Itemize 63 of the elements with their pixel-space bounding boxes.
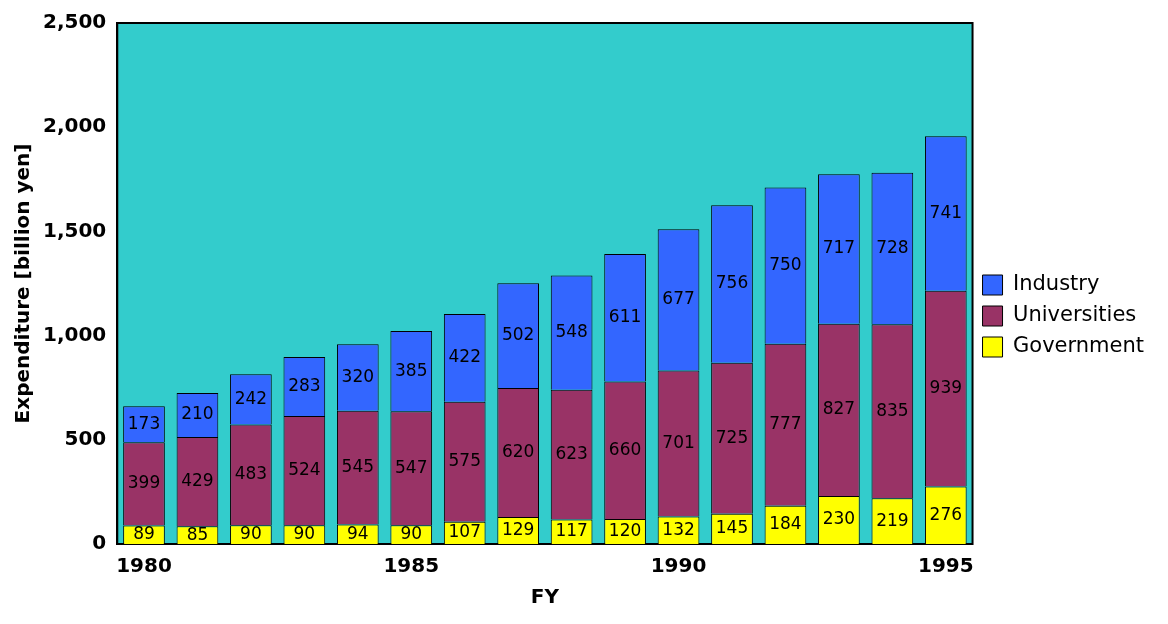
data-label: 548	[555, 321, 588, 342]
data-label: 94	[346, 522, 369, 543]
data-label: 230	[822, 508, 856, 529]
y-tick-label: 2,000	[43, 113, 107, 138]
data-label: 623	[555, 443, 588, 464]
data-label: 835	[876, 399, 909, 420]
data-label: 276	[929, 503, 963, 524]
x-tick-label: 1990	[650, 553, 707, 578]
data-label: 219	[876, 509, 909, 530]
data-label: 575	[448, 450, 481, 471]
legend-label: Industry	[1013, 271, 1100, 296]
y-tick-label: 1,500	[43, 217, 107, 242]
data-label: 283	[288, 374, 321, 395]
data-label: 320	[341, 365, 375, 386]
data-label: 547	[395, 456, 428, 477]
data-label: 660	[608, 438, 642, 459]
data-label: 717	[822, 237, 856, 258]
data-label: 90	[400, 523, 423, 544]
legend-label: Universities	[1013, 302, 1137, 327]
x-tick-label: 1980	[116, 553, 172, 578]
data-label: 939	[929, 377, 963, 398]
data-label: 107	[448, 521, 481, 542]
data-label: 120	[608, 519, 642, 540]
data-label: 701	[662, 431, 695, 452]
data-label: 741	[929, 202, 963, 222]
data-label: 827	[822, 398, 856, 419]
data-label: 725	[715, 426, 749, 447]
x-axis-title: FY	[530, 584, 560, 609]
data-label: 145	[715, 517, 749, 538]
data-label: 422	[448, 346, 481, 367]
data-label: 756	[715, 272, 749, 293]
data-label: 90	[293, 523, 316, 544]
data-label: 89	[133, 523, 155, 544]
data-label: 132	[662, 518, 695, 539]
y-axis-title: Expenditure [billion yen]	[10, 143, 35, 424]
y-tick-label: 1,000	[43, 321, 107, 346]
data-label: 173	[127, 412, 161, 433]
x-tick-label: 1995	[917, 553, 974, 578]
data-label: 399	[127, 472, 161, 493]
data-label: 429	[181, 470, 214, 491]
data-label: 750	[769, 254, 802, 274]
data-label: 677	[662, 288, 695, 309]
data-label: 728	[876, 236, 909, 257]
legend-label: Government	[1013, 333, 1145, 358]
data-label: 129	[501, 518, 535, 539]
data-label: 524	[288, 459, 321, 480]
data-label: 242	[234, 387, 268, 408]
data-label: 184	[769, 513, 802, 534]
data-label: 117	[555, 520, 588, 541]
data-label: 85	[186, 523, 209, 544]
y-tick-label: 0	[92, 530, 107, 555]
data-label: 611	[608, 306, 642, 327]
data-label: 210	[181, 403, 214, 424]
y-tick-label: 2,500	[43, 9, 107, 34]
x-tick-label: 1985	[383, 553, 440, 578]
data-label: 90	[240, 523, 262, 544]
data-label: 777	[769, 413, 802, 434]
data-label: 620	[501, 440, 535, 461]
data-label: 502	[501, 324, 535, 345]
data-label: 545	[341, 456, 375, 477]
data-label: 483	[234, 463, 268, 484]
y-tick-label: 500	[64, 426, 107, 450]
data-label: 385	[395, 359, 428, 380]
